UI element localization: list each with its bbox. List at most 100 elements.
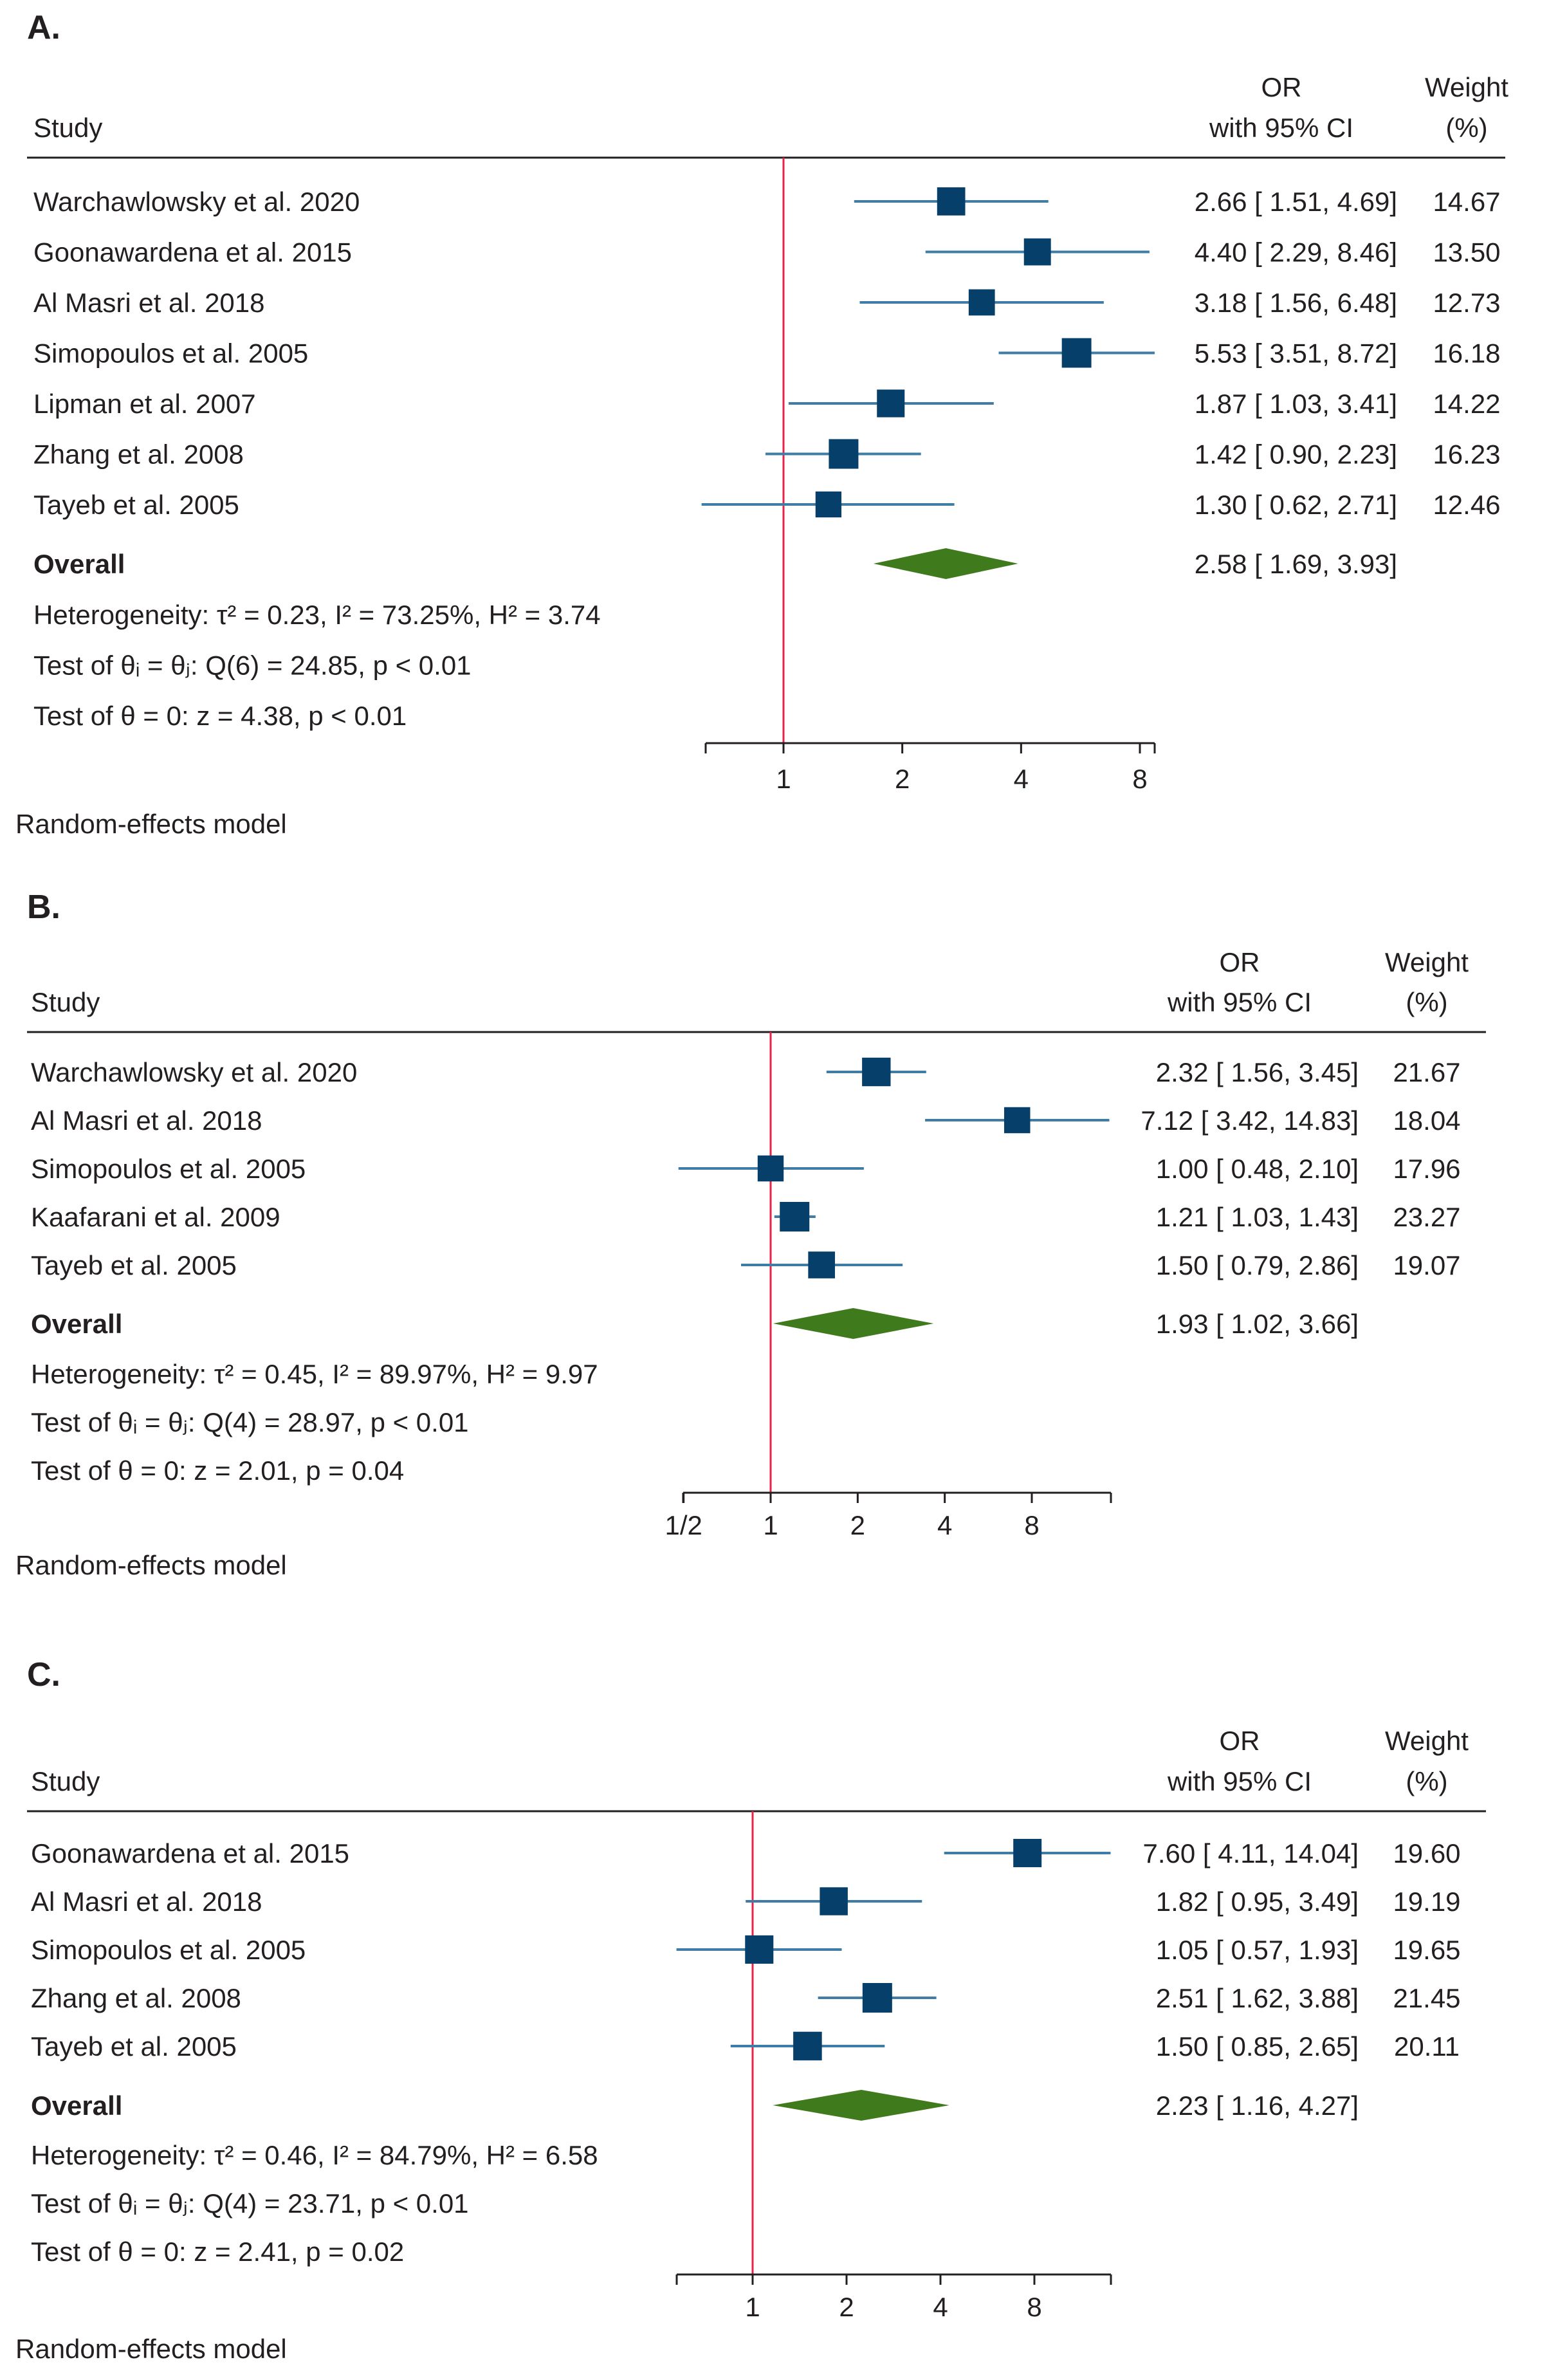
- model-label: Random-effects model: [15, 809, 287, 839]
- model-label: Random-effects model: [15, 2334, 287, 2364]
- study-name: Simopoulos et al. 2005: [33, 338, 308, 369]
- weight-value: 20.11: [1394, 2031, 1460, 2062]
- effect-square: [815, 491, 842, 518]
- or-ci-value: 1.50 [ 0.85, 2.65]: [1156, 2031, 1359, 2062]
- x-tick-label: 1/2: [665, 1510, 702, 1540]
- study-name: Tayeb et al. 2005: [31, 1250, 237, 1280]
- x-tick-label: 8: [1027, 2292, 1041, 2322]
- panel-label: A.: [27, 9, 60, 46]
- or-column-header-line2: with 95% CI: [1167, 987, 1312, 1017]
- effect-square: [862, 1057, 891, 1087]
- study-name: Al Masri et al. 2018: [31, 1886, 262, 1917]
- or-ci-value: 3.18 [ 1.56, 6.48]: [1195, 288, 1397, 318]
- study-name: Al Masri et al. 2018: [31, 1105, 262, 1136]
- x-tick-label: 4: [933, 2292, 948, 2322]
- or-ci-value: 7.60 [ 4.11, 14.04]: [1143, 1838, 1359, 1868]
- x-tick-label: 2: [850, 1510, 865, 1540]
- weight-value: 19.07: [1393, 1250, 1460, 1280]
- effect-square: [820, 1887, 848, 1915]
- or-ci-value: 5.53 [ 3.51, 8.72]: [1195, 338, 1397, 369]
- overall-or-ci-value: 1.93 [ 1.02, 3.66]: [1156, 1309, 1359, 1339]
- x-tick-label: 1: [763, 1510, 778, 1540]
- heterogeneity-stat: Test of θᵢ = θⱼ: Q(4) = 23.71, p < 0.01: [31, 2188, 469, 2219]
- x-tick-label: 4: [1014, 764, 1029, 794]
- study-name: Al Masri et al. 2018: [33, 288, 265, 318]
- or-column-header-line1: OR: [1261, 72, 1302, 102]
- effect-square: [757, 1155, 784, 1182]
- overall-diamond: [873, 548, 1018, 579]
- effect-square: [862, 1983, 892, 2013]
- effect-square: [808, 1251, 835, 1278]
- effect-square: [745, 1935, 774, 1964]
- effect-square: [780, 1202, 810, 1232]
- weight-value: 16.18: [1433, 338, 1500, 369]
- study-name: Warchawlowsky et al. 2020: [31, 1057, 357, 1087]
- or-ci-value: 1.50 [ 0.79, 2.86]: [1156, 1250, 1359, 1280]
- or-column-header-line1: OR: [1220, 1726, 1260, 1756]
- or-ci-value: 2.51 [ 1.62, 3.88]: [1156, 1983, 1359, 2013]
- study-name: Zhang et al. 2008: [31, 1983, 241, 2013]
- or-column-header-line1: OR: [1220, 947, 1260, 977]
- weight-column-header-line2: (%): [1445, 113, 1487, 143]
- weight-value: 13.50: [1433, 237, 1500, 268]
- overall-label: Overall: [31, 1309, 122, 1339]
- overall-label: Overall: [31, 2090, 122, 2121]
- effect-square: [1023, 238, 1051, 266]
- heterogeneity-stat: Heterogeneity: τ² = 0.46, I² = 84.79%, H…: [31, 2140, 598, 2170]
- x-tick-label: 8: [1024, 1510, 1039, 1540]
- or-ci-value: 1.00 [ 0.48, 2.10]: [1156, 1154, 1359, 1184]
- effect-square: [829, 439, 859, 469]
- weight-column-header-line2: (%): [1406, 1766, 1447, 1796]
- weight-value: 19.19: [1393, 1886, 1460, 1917]
- effect-square: [937, 187, 966, 216]
- study-name: Goonawardena et al. 2015: [31, 1838, 349, 1868]
- weight-value: 19.60: [1393, 1838, 1460, 1868]
- effect-square: [968, 289, 995, 316]
- weight-value: 17.96: [1393, 1154, 1460, 1184]
- weight-value: 21.67: [1393, 1057, 1460, 1087]
- effect-square: [793, 2031, 822, 2061]
- weight-column-header-line1: Weight: [1425, 72, 1508, 102]
- heterogeneity-stat: Test of θ = 0: z = 4.38, p < 0.01: [33, 701, 407, 731]
- or-ci-value: 1.87 [ 1.03, 3.41]: [1195, 389, 1397, 419]
- x-tick-label: 8: [1132, 764, 1147, 794]
- weight-value: 14.22: [1433, 389, 1500, 419]
- weight-column-header-line1: Weight: [1385, 947, 1469, 977]
- or-ci-value: 7.12 [ 3.42, 14.83]: [1141, 1105, 1359, 1136]
- weight-column-header-line1: Weight: [1385, 1726, 1469, 1756]
- study-name: Simopoulos et al. 2005: [31, 1935, 306, 1965]
- weight-column-header-line2: (%): [1406, 987, 1447, 1017]
- study-name: Warchawlowsky et al. 2020: [33, 187, 360, 217]
- x-tick-label: 1: [745, 2292, 760, 2322]
- overall-diamond: [773, 1308, 934, 1339]
- panel-label: B.: [27, 889, 60, 926]
- weight-value: 18.04: [1393, 1105, 1460, 1136]
- effect-square: [1013, 1839, 1042, 1867]
- or-ci-value: 2.66 [ 1.51, 4.69]: [1195, 187, 1397, 217]
- study-name: Simopoulos et al. 2005: [31, 1154, 306, 1184]
- weight-value: 14.67: [1433, 187, 1500, 217]
- or-column-header-line2: with 95% CI: [1209, 113, 1353, 143]
- weight-value: 23.27: [1393, 1202, 1460, 1232]
- study-name: Lipman et al. 2007: [33, 389, 256, 419]
- study-name: Tayeb et al. 2005: [31, 2031, 237, 2062]
- overall-or-ci-value: 2.58 [ 1.69, 3.93]: [1195, 549, 1397, 579]
- or-ci-value: 1.30 [ 0.62, 2.71]: [1195, 490, 1397, 520]
- weight-value: 16.23: [1433, 439, 1500, 470]
- heterogeneity-stat: Heterogeneity: τ² = 0.45, I² = 89.97%, H…: [31, 1359, 598, 1389]
- x-tick-label: 4: [937, 1510, 952, 1540]
- effect-square: [877, 389, 905, 418]
- or-ci-value: 1.42 [ 0.90, 2.23]: [1195, 439, 1397, 470]
- heterogeneity-stat: Test of θᵢ = θⱼ: Q(4) = 28.97, p < 0.01: [31, 1407, 469, 1437]
- effect-square: [1061, 338, 1092, 368]
- overall-or-ci-value: 2.23 [ 1.16, 4.27]: [1156, 2090, 1359, 2121]
- model-label: Random-effects model: [15, 1550, 287, 1580]
- weight-value: 19.65: [1393, 1935, 1460, 1965]
- study-column-header: Study: [31, 1766, 100, 1796]
- or-ci-value: 4.40 [ 2.29, 8.46]: [1195, 237, 1397, 268]
- overall-diamond: [773, 2090, 949, 2121]
- or-ci-value: 1.05 [ 0.57, 1.93]: [1156, 1935, 1359, 1965]
- x-tick-label: 1: [776, 764, 791, 794]
- panel-label: C.: [27, 1656, 60, 1693]
- or-ci-value: 2.32 [ 1.56, 3.45]: [1156, 1057, 1359, 1087]
